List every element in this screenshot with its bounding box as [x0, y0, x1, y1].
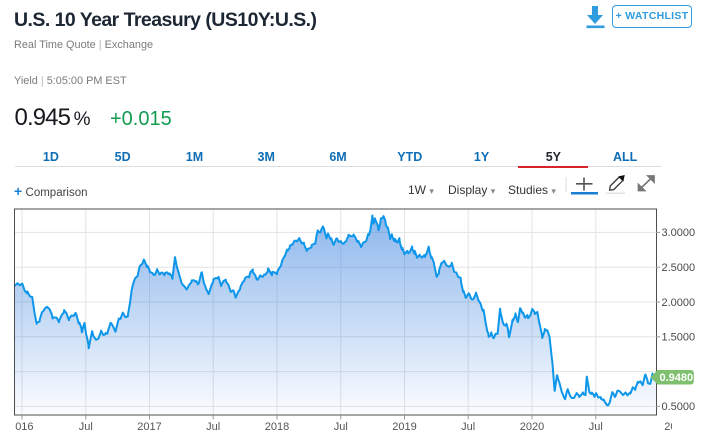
svg-text:2018: 2018	[265, 421, 289, 433]
svg-text:Jul: Jul	[589, 421, 603, 433]
svg-text:2017: 2017	[137, 421, 161, 433]
svg-text:0.5000: 0.5000	[662, 401, 696, 413]
svg-text:Jul: Jul	[79, 421, 93, 433]
svg-text:1.5000: 1.5000	[662, 332, 696, 344]
svg-text:0.9480: 0.9480	[660, 372, 694, 384]
svg-text:016: 016	[15, 421, 33, 433]
svg-text:2021: 2021	[664, 421, 688, 433]
svg-text:2019: 2019	[392, 421, 416, 433]
svg-text:2.0000: 2.0000	[662, 297, 696, 309]
svg-text:Jul: Jul	[461, 421, 475, 433]
svg-text:2020: 2020	[520, 421, 544, 433]
svg-text:2.5000: 2.5000	[662, 262, 696, 274]
svg-text:3.0000: 3.0000	[662, 227, 696, 239]
svg-text:Jul: Jul	[206, 421, 220, 433]
svg-text:Jul: Jul	[334, 421, 348, 433]
